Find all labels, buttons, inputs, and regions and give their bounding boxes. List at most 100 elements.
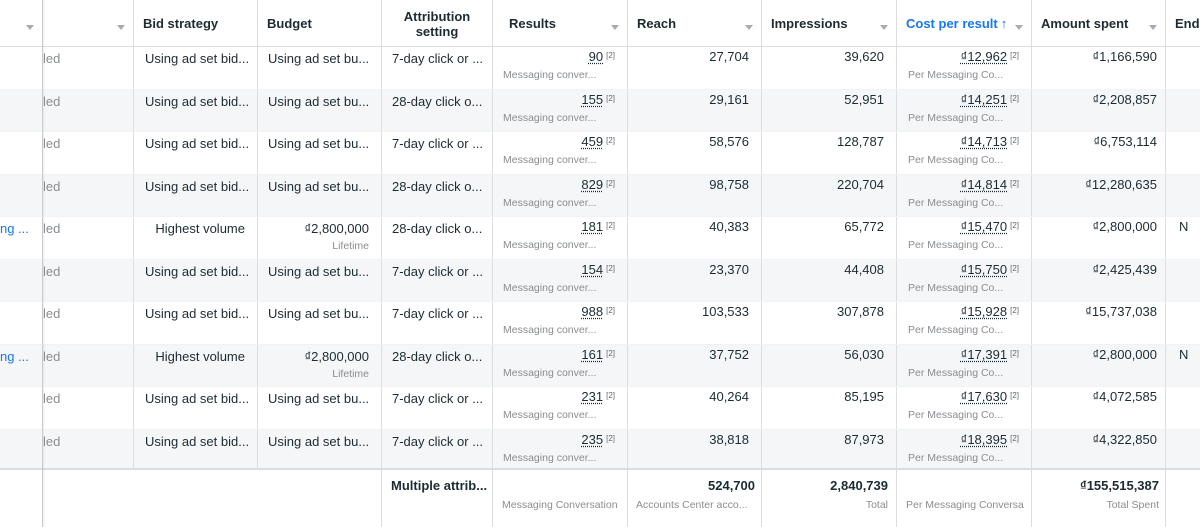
results-value[interactable]: 988 (581, 304, 603, 319)
campaign-name-link[interactable]: ng ... (0, 221, 29, 236)
table-row[interactable]: ng ... led Highest volume ₫2,800,000 Lifetim… (0, 217, 1200, 260)
bid-strategy-cell[interactable]: Using ad set bid... (134, 387, 258, 429)
name-cell[interactable] (0, 175, 43, 217)
name-cell[interactable] (0, 47, 43, 89)
table-row[interactable]: led Using ad set bid... Using ad set bu...… (0, 387, 1200, 430)
footnote-marker[interactable]: [2] (606, 306, 615, 315)
footnote-marker[interactable]: [2] (1010, 391, 1019, 400)
bid-strategy-cell[interactable]: Using ad set bid... (134, 47, 258, 89)
campaign-name-link[interactable]: ng ... (0, 349, 29, 364)
name-cell[interactable]: ng ... (0, 345, 43, 387)
column-header-cost-per-result[interactable]: Cost per result ↑ (897, 0, 1032, 47)
cost-per-result-value[interactable]: ₫14,713 (961, 134, 1007, 149)
results-value[interactable]: 231 (581, 389, 603, 404)
cost-per-result-value[interactable]: ₫18,395 (961, 432, 1007, 447)
column-menu-icon[interactable] (117, 25, 125, 30)
column-menu-icon[interactable] (611, 25, 619, 30)
budget-cell[interactable]: Using ad set bu... (258, 90, 382, 132)
footnote-marker[interactable]: [2] (606, 136, 615, 145)
table-row[interactable]: led Using ad set bid... Using ad set bu...… (0, 132, 1200, 175)
results-value[interactable]: 90 (589, 49, 603, 64)
results-value[interactable]: 181 (581, 219, 603, 234)
name-cell[interactable]: ng ... (0, 217, 43, 259)
cost-per-result-value[interactable]: ₫15,470 (961, 219, 1007, 234)
cost-per-result-value[interactable]: ₫14,814 (961, 177, 1007, 192)
bid-strategy-cell[interactable]: Using ad set bid... (134, 175, 258, 217)
results-value[interactable]: 161 (581, 347, 603, 362)
table-row[interactable]: ng ... led Highest volume ₫2,800,000 Lifetim… (0, 345, 1200, 388)
budget-cell[interactable]: Using ad set bu... (258, 302, 382, 344)
footnote-marker[interactable]: [2] (1010, 221, 1019, 230)
footnote-marker[interactable]: [2] (1010, 434, 1019, 443)
table-row[interactable]: led Using ad set bid... Using ad set bu...… (0, 302, 1200, 345)
bid-strategy-cell[interactable]: Using ad set bid... (134, 132, 258, 174)
column-header-name[interactable] (0, 0, 43, 47)
column-header-impressions[interactable]: Impressions (762, 0, 897, 47)
footnote-marker[interactable]: [2] (1010, 94, 1019, 103)
budget-cell[interactable]: Using ad set bu... (258, 175, 382, 217)
budget-cell[interactable]: ₫2,800,000 Lifetime (258, 217, 382, 259)
column-menu-icon[interactable] (1149, 25, 1157, 30)
footnote-marker[interactable]: [2] (606, 94, 615, 103)
column-header-attribution[interactable]: Attribution setting (382, 0, 493, 47)
column-header-results[interactable]: Results (493, 0, 628, 47)
results-value[interactable]: 154 (581, 262, 603, 277)
name-cell[interactable] (0, 387, 43, 429)
footnote-marker[interactable]: [2] (1010, 349, 1019, 358)
results-value[interactable]: 459 (581, 134, 603, 149)
column-menu-icon[interactable] (745, 25, 753, 30)
footnote-marker[interactable]: [2] (1010, 306, 1019, 315)
name-cell[interactable] (0, 90, 43, 132)
bid-strategy-cell[interactable]: Highest volume (134, 345, 258, 387)
table-row[interactable]: led Using ad set bid... Using ad set bu...… (0, 47, 1200, 90)
table-row[interactable]: led Using ad set bid... Using ad set bu...… (0, 175, 1200, 218)
footnote-marker[interactable]: [2] (1010, 51, 1019, 60)
column-menu-icon[interactable] (880, 25, 888, 30)
column-header-bid-strategy[interactable]: Bid strategy (134, 0, 258, 47)
name-cell[interactable] (0, 260, 43, 302)
results-value[interactable]: 235 (581, 432, 603, 447)
bid-strategy-cell[interactable]: Using ad set bid... (134, 260, 258, 302)
results-value[interactable]: 829 (581, 177, 603, 192)
bid-strategy-cell[interactable]: Highest volume (134, 217, 258, 259)
name-cell[interactable] (0, 302, 43, 344)
footnote-marker[interactable]: [2] (1010, 136, 1019, 145)
cost-per-result-value[interactable]: ₫15,928 (961, 304, 1007, 319)
column-header-amount-spent[interactable]: Amount spent (1032, 0, 1166, 47)
name-cell[interactable] (0, 430, 43, 472)
sort-ascending-icon[interactable]: ↑ (1001, 16, 1008, 31)
column-header-ends[interactable]: Ends (1166, 0, 1200, 47)
results-value[interactable]: 155 (581, 92, 603, 107)
bid-strategy-cell[interactable]: Using ad set bid... (134, 430, 258, 472)
footnote-marker[interactable]: [2] (606, 221, 615, 230)
cost-per-result-value[interactable]: ₫17,630 (961, 389, 1007, 404)
budget-cell[interactable]: Using ad set bu... (258, 47, 382, 89)
footnote-marker[interactable]: [2] (1010, 179, 1019, 188)
footnote-marker[interactable]: [2] (606, 391, 615, 400)
budget-cell[interactable]: Using ad set bu... (258, 132, 382, 174)
budget-cell[interactable]: Using ad set bu... (258, 260, 382, 302)
cost-per-result-value[interactable]: ₫15,750 (961, 262, 1007, 277)
footnote-marker[interactable]: [2] (1010, 264, 1019, 273)
table-row[interactable]: led Using ad set bid... Using ad set bu...… (0, 260, 1200, 303)
budget-cell[interactable]: ₫2,800,000 Lifetime (258, 345, 382, 387)
bid-strategy-cell[interactable]: Using ad set bid... (134, 90, 258, 132)
name-cell[interactable] (0, 132, 43, 174)
column-header-budget[interactable]: Budget (258, 0, 382, 47)
cost-per-result-value[interactable]: ₫12,962 (961, 49, 1007, 64)
column-menu-icon[interactable] (1015, 25, 1023, 30)
budget-cell[interactable]: Using ad set bu... (258, 387, 382, 429)
footnote-marker[interactable]: [2] (606, 264, 615, 273)
column-header-reach[interactable]: Reach (628, 0, 762, 47)
table-row[interactable]: led Using ad set bid... Using ad set bu...… (0, 430, 1200, 473)
column-header-delivery[interactable] (43, 0, 134, 47)
footnote-marker[interactable]: [2] (606, 51, 615, 60)
footnote-marker[interactable]: [2] (606, 179, 615, 188)
footnote-marker[interactable]: [2] (606, 349, 615, 358)
footnote-marker[interactable]: [2] (606, 434, 615, 443)
bid-strategy-cell[interactable]: Using ad set bid... (134, 302, 258, 344)
table-row[interactable]: led Using ad set bid... Using ad set bu...… (0, 90, 1200, 133)
column-menu-icon[interactable] (26, 25, 34, 30)
budget-cell[interactable]: Using ad set bu... (258, 430, 382, 472)
cost-per-result-value[interactable]: ₫14,251 (961, 92, 1007, 107)
